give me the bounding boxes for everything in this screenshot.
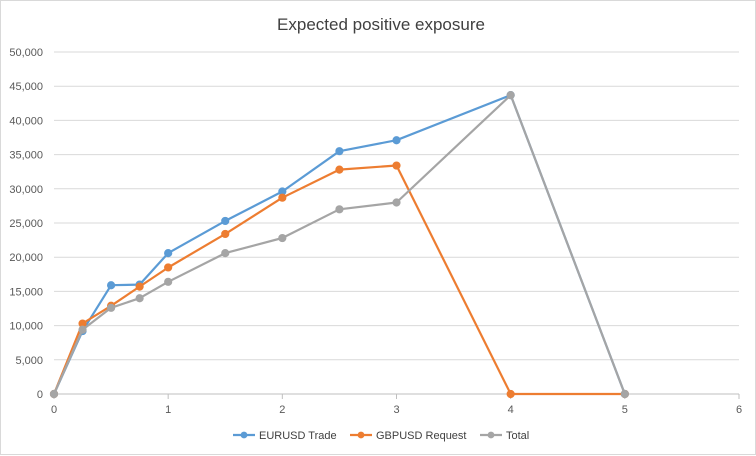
x-tick-label: 0 — [51, 404, 57, 416]
data-point — [506, 389, 515, 399]
y-tick-label: 45,000 — [9, 81, 43, 93]
legend-marker — [357, 431, 365, 439]
legend-entry: GBPUSD Request — [350, 430, 466, 442]
data-point — [335, 147, 344, 156]
legend-label: GBPUSD Request — [376, 430, 466, 442]
y-tick-label: 10,000 — [9, 321, 43, 333]
y-tick-label: 30,000 — [9, 184, 43, 196]
legend-label: Total — [506, 430, 529, 442]
data-point — [135, 282, 144, 291]
data-point — [135, 294, 144, 303]
chart-title: Expected positive exposure — [277, 15, 485, 34]
legend-marker — [487, 431, 495, 439]
x-tick-label: 1 — [165, 404, 171, 416]
x-tick-label: 6 — [736, 404, 742, 416]
data-point — [335, 165, 344, 174]
y-tick-label: 35,000 — [9, 150, 43, 162]
data-point — [278, 233, 287, 243]
data-point — [164, 277, 173, 286]
data-point — [106, 281, 116, 290]
data-point — [49, 389, 59, 399]
data-point — [106, 303, 116, 312]
data-point — [78, 325, 87, 334]
data-point — [335, 205, 344, 214]
legend-label: EURUSD Trade — [259, 430, 337, 442]
series-gbpusd-request — [49, 161, 629, 399]
series-eurusd-trade — [49, 90, 629, 399]
data-point — [620, 389, 629, 399]
y-tick-label: 40,000 — [9, 115, 43, 127]
legend-entry: Total — [480, 430, 529, 442]
y-tick-label: 0 — [37, 389, 43, 401]
data-point — [278, 193, 287, 202]
x-tick-label: 5 — [622, 404, 628, 416]
data-point — [392, 198, 401, 207]
legend-marker — [240, 431, 248, 439]
x-tick-label: 3 — [393, 404, 399, 416]
y-tick-label: 50,000 — [9, 47, 43, 59]
data-point — [392, 136, 401, 145]
series-line — [52, 93, 626, 395]
y-tick-label: 15,000 — [9, 286, 43, 298]
y-tick-label: 20,000 — [9, 252, 43, 264]
legend: EURUSD Trade GBPUSD Request Total — [233, 430, 529, 442]
y-tick-label: 25,000 — [9, 218, 43, 230]
x-tick-label: 2 — [279, 404, 285, 416]
series-total — [49, 90, 629, 399]
legend-entry: EURUSD Trade — [233, 430, 337, 442]
data-point — [392, 161, 401, 170]
data-point — [221, 248, 230, 258]
series-line — [52, 93, 626, 395]
y-tick-label: 5,000 — [15, 355, 43, 367]
data-point — [164, 248, 173, 258]
data-point — [164, 263, 173, 272]
data-point — [506, 90, 515, 100]
series-layer — [49, 90, 629, 399]
axes: 0 5,000 10,000 15,000 20,000 25,000 30,000 35,0… — [9, 47, 742, 416]
gridlines — [54, 51, 739, 361]
x-tick-label: 4 — [508, 404, 514, 416]
data-point — [221, 216, 230, 226]
data-point — [221, 229, 230, 239]
